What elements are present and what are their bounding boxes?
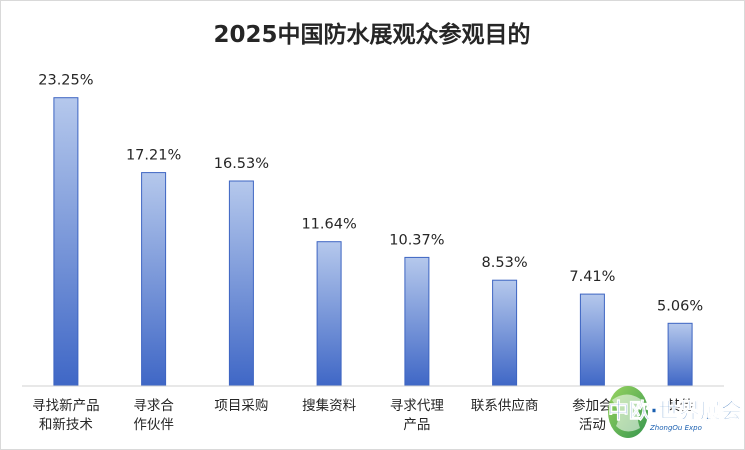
- tick-label-1: 寻找新产品和新技术: [32, 398, 100, 433]
- data-label-8: 5.06%: [657, 298, 703, 314]
- tick-label-3: 项目采购: [214, 398, 268, 414]
- bar-3: [228, 180, 254, 387]
- data-label-5: 10.37%: [389, 232, 444, 248]
- bar-6: [492, 279, 518, 387]
- tick-label-2: 寻求合作伙伴: [133, 398, 174, 433]
- tick-label-7: 参加会活动: [572, 397, 613, 433]
- data-label-4: 11.64%: [301, 217, 356, 233]
- bar-1: [53, 97, 79, 387]
- data-label-3: 16.53%: [214, 156, 269, 172]
- watermark-logo: 中欧·世界展会 ZhongOu Expo: [608, 386, 742, 438]
- data-label-2: 17.21%: [126, 148, 181, 164]
- data-labels-layer: 23.25% 17.21% 16.53% 11.64% 10.37% 8.53% 7.41%…: [38, 73, 703, 315]
- bar-7: [579, 293, 605, 387]
- data-label-6: 8.53%: [482, 255, 528, 271]
- bar-2: [141, 172, 167, 387]
- tick-label-4: 搜集资料: [302, 398, 356, 414]
- data-label-1: 23.25%: [38, 73, 93, 89]
- data-label-7: 7.41%: [569, 269, 615, 285]
- tick-label-6: 联系供应商: [471, 397, 539, 414]
- chart-title: 2025中国防水展观众参观目的: [213, 21, 530, 48]
- bar-4: [316, 241, 342, 387]
- watermark-text: 中欧·世界展会: [608, 399, 742, 423]
- watermark-subtext: ZhongOu Expo: [649, 424, 702, 432]
- bars-layer: [53, 97, 693, 387]
- globe-leaf-icon: [608, 386, 648, 438]
- bar-5: [404, 256, 430, 387]
- bar-8: [667, 322, 693, 387]
- tick-label-5: 寻求代理产品: [390, 398, 444, 433]
- tick-label-8: 其他: [667, 398, 694, 414]
